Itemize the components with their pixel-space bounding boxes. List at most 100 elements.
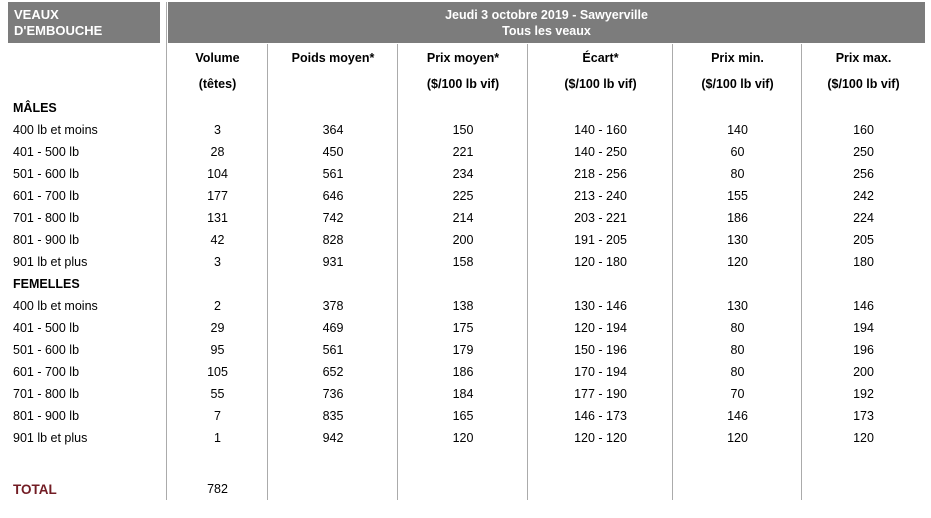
row-label: 901 lb et plus — [13, 431, 88, 445]
row-cell: 256 — [853, 167, 874, 181]
row-cell: 835 — [322, 409, 344, 423]
row-cell: 221 — [452, 145, 474, 159]
row-cell: 80 — [730, 167, 745, 181]
row-cell — [268, 449, 398, 477]
row-cell — [802, 97, 925, 119]
row-cell: 160 — [853, 123, 874, 137]
report-title-bar: Jeudi 3 octobre 2019 - Sawyerville Tous … — [168, 2, 925, 43]
row-cell: 165 — [452, 409, 474, 423]
row-cell — [167, 273, 268, 295]
row-cell: 130 — [727, 299, 748, 313]
row-cell: 184 — [452, 387, 474, 401]
row-cell — [167, 449, 268, 477]
table-row: 400 lb et moins 3 364 150 140 - 160 140 160 — [8, 119, 925, 141]
row-cell: 225 — [452, 189, 474, 203]
row-cell: 7 — [214, 409, 221, 423]
table-row: 401 - 500 lb 29 469 175 120 - 194 80 194 — [8, 317, 925, 339]
category-header-box: VEAUX D'EMBOUCHE — [8, 2, 160, 43]
row-cell: 138 — [452, 299, 474, 313]
row-cell: 175 — [452, 321, 474, 335]
row-cell: 200 — [452, 233, 474, 247]
row-cell: 234 — [452, 167, 474, 181]
row-cell: 942 — [322, 431, 344, 445]
row-cell: 196 — [853, 343, 874, 357]
row-cell: 150 — [452, 123, 474, 137]
row-cell: 80 — [730, 343, 745, 357]
column-divider — [671, 44, 673, 500]
row-cell: 782 — [207, 482, 228, 496]
row-cell: 120 — [727, 255, 748, 269]
table-row: 901 lb et plus 3 931 158 120 - 180 120 180 — [8, 251, 925, 273]
row-label: 501 - 600 lb — [13, 167, 80, 181]
row-cell: 646 — [322, 189, 344, 203]
row-cell: 150 - 196 — [574, 343, 627, 357]
col-header-prix-min: Prix min. ($/100 lb vif) — [701, 51, 774, 91]
col-header-volume: Volume (têtes) — [195, 51, 240, 91]
row-cell: 205 — [853, 233, 874, 247]
row-cell: 177 — [207, 189, 228, 203]
row-cell: 130 - 146 — [574, 299, 627, 313]
row-cell: 3 — [214, 123, 221, 137]
row-cell: 191 - 205 — [574, 233, 627, 247]
row-cell: 146 - 173 — [574, 409, 627, 423]
column-divider — [396, 44, 398, 500]
row-cell: 203 - 221 — [574, 211, 627, 225]
row-cell: 200 — [853, 365, 874, 379]
row-cell: 742 — [322, 211, 344, 225]
row-cell: 146 — [727, 409, 748, 423]
column-divider — [800, 44, 802, 500]
column-header-row: Volume (têtes) Poids moyen* Prix moyen* … — [8, 43, 925, 97]
row-cell: 186 — [452, 365, 474, 379]
row-label: 801 - 900 lb — [13, 233, 80, 247]
report-subtitle: Tous les veaux — [502, 23, 591, 38]
row-cell: 80 — [730, 365, 745, 379]
row-label: 401 - 500 lb — [13, 321, 80, 335]
row-cell — [528, 273, 673, 295]
row-cell: 561 — [322, 167, 344, 181]
row-cell — [398, 477, 528, 501]
row-cell: 179 — [452, 343, 474, 357]
row-cell: 95 — [210, 343, 225, 357]
row-cell — [528, 449, 673, 477]
category-title-line2: D'EMBOUCHE — [14, 23, 103, 38]
row-cell: 213 - 240 — [574, 189, 627, 203]
row-cell — [268, 273, 398, 295]
row-cell: 186 — [727, 211, 748, 225]
row-cell: 60 — [730, 145, 745, 159]
row-label — [8, 449, 167, 477]
row-cell — [268, 97, 398, 119]
table-row: 801 - 900 lb 7 835 165 146 - 173 146 173 — [8, 405, 925, 427]
row-cell: 120 — [853, 431, 874, 445]
row-label: 400 lb et moins — [13, 299, 98, 313]
row-cell — [802, 273, 925, 295]
row-cell: 55 — [210, 387, 225, 401]
table-row: 801 - 900 lb 42 828 200 191 - 205 130 205 — [8, 229, 925, 251]
row-cell: 561 — [322, 343, 344, 357]
row-cell: 214 — [452, 211, 474, 225]
row-cell: 192 — [853, 387, 874, 401]
col-header-category — [8, 43, 167, 97]
row-cell: 378 — [322, 299, 344, 313]
table-row: 901 lb et plus 1 942 120 120 - 120 120 120 — [8, 427, 925, 449]
row-cell: 158 — [452, 255, 474, 269]
row-label: 701 - 800 lb — [13, 387, 80, 401]
price-table: Volume (têtes) Poids moyen* Prix moyen* … — [8, 43, 925, 501]
row-label: 601 - 700 lb — [13, 189, 80, 203]
row-cell: 652 — [322, 365, 344, 379]
row-cell: 146 — [853, 299, 874, 313]
row-cell: 931 — [322, 255, 344, 269]
row-cell — [802, 477, 925, 501]
row-cell: 105 — [207, 365, 228, 379]
row-cell: 80 — [730, 321, 745, 335]
row-cell: 469 — [322, 321, 344, 335]
report-date-location: Jeudi 3 octobre 2019 - Sawyerville — [445, 7, 648, 22]
row-cell: 364 — [322, 123, 344, 137]
row-cell: 173 — [853, 409, 874, 423]
row-cell — [673, 449, 802, 477]
row-label: 701 - 800 lb — [13, 211, 80, 225]
row-label: 401 - 500 lb — [13, 145, 80, 159]
row-cell: 28 — [210, 145, 225, 159]
row-cell: 29 — [210, 321, 225, 335]
row-cell: 120 - 120 — [574, 431, 627, 445]
